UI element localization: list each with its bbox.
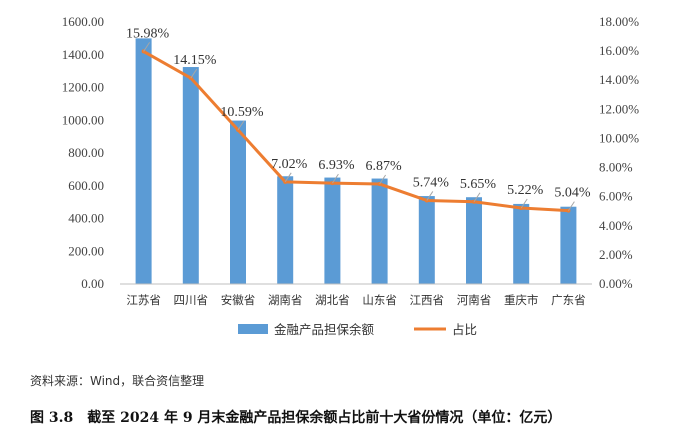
label-leader-line [473, 192, 481, 203]
bar [230, 120, 246, 284]
category-label: 山东省 [362, 293, 397, 307]
label-leader-line [379, 174, 387, 185]
right-tick-label: 0.00% [599, 276, 633, 291]
label-leader-line [190, 68, 198, 79]
label-leader-line [426, 191, 434, 201]
left-tick-label: 600.00 [68, 178, 104, 193]
left-tick-label: 1200.00 [62, 80, 104, 95]
line-data-label: 6.93% [318, 158, 355, 173]
category-label: 重庆市 [504, 293, 539, 307]
right-tick-label: 4.00% [599, 218, 633, 233]
right-y-axis: 0.00% 2.00% 4.00% 6.00% 8.00% 10.00% 12.00% 14.… [599, 14, 639, 291]
label-leader-line [331, 173, 339, 184]
line-data-label: 5.65% [460, 177, 497, 192]
bar [277, 176, 294, 284]
line-data-label: 5.74% [413, 175, 450, 190]
line-data-label: 14.15% [173, 53, 217, 68]
bar [560, 206, 577, 284]
left-tick-label: 0.00 [81, 276, 104, 291]
left-y-axis: 0.00 200.00 400.00 600.00 800.00 1000.00 1200.… [62, 14, 104, 291]
bar [371, 178, 388, 284]
bar [513, 203, 530, 284]
x-axis-categories: 江苏省 四川省 安徽省 湖南省 湖北省 山东省 江西省 河南省 重庆市 广东省 [126, 293, 585, 307]
bar [418, 196, 435, 284]
legend: 金融产品担保余额 占比 [238, 322, 477, 337]
right-tick-label: 14.00% [599, 72, 639, 87]
bar [182, 67, 199, 284]
right-tick-label: 6.00% [599, 189, 633, 204]
label-leader-line [520, 198, 528, 209]
category-label: 江西省 [410, 293, 445, 307]
line-data-label: 7.02% [271, 157, 308, 172]
label-leader-line [237, 120, 245, 131]
bar [324, 177, 341, 284]
line-data-label: 10.59% [220, 105, 264, 120]
right-tick-label: 8.00% [599, 160, 633, 175]
category-label: 湖北省 [315, 293, 350, 307]
right-tick-label: 16.00% [599, 43, 639, 58]
right-tick-label: 2.00% [599, 247, 633, 262]
left-tick-label: 1600.00 [62, 14, 104, 29]
right-tick-label: 18.00% [599, 14, 639, 29]
category-label: 河南省 [457, 293, 492, 307]
left-tick-label: 1000.00 [62, 112, 104, 127]
line-series [141, 49, 571, 213]
category-label: 四川省 [174, 293, 209, 307]
line-data-label: 5.22% [507, 183, 544, 198]
bar [135, 38, 152, 284]
left-tick-label: 400.00 [68, 211, 104, 226]
right-tick-label: 10.00% [599, 130, 639, 145]
left-tick-label: 800.00 [68, 145, 104, 160]
line-path [142, 50, 569, 213]
combo-chart: 0.00 200.00 400.00 600.00 800.00 1000.00 1200.… [62, 14, 640, 337]
legend-bar-label: 金融产品担保余额 [274, 322, 375, 337]
line-data-label: 6.87% [366, 159, 403, 174]
line-data-label: 15.98% [126, 26, 170, 41]
label-leader-line [143, 42, 151, 52]
figure-caption: 图 3.8 截至 2024 年 9 月末金融产品担保余额占比前十大省份情况（单位… [30, 410, 562, 426]
left-tick-label: 200.00 [68, 243, 104, 258]
source-note: 资料来源：Wind，联合资信整理 [30, 374, 205, 388]
line-data-labels: 15.98%14.15% 10.59% 7.02% 6.93% 6.87% 5.74% 5.… [126, 26, 591, 211]
bar [466, 197, 482, 284]
line-data-label: 5.04% [554, 186, 591, 201]
legend-line-label: 占比 [452, 322, 477, 337]
category-label: 江苏省 [126, 293, 161, 307]
label-leader-line [284, 172, 292, 183]
bar-series [135, 38, 577, 284]
label-leader-line [567, 201, 575, 211]
category-label: 广东省 [551, 293, 586, 307]
category-label: 湖南省 [268, 293, 303, 307]
left-tick-label: 1400.00 [62, 47, 104, 62]
legend-bar-swatch [238, 324, 268, 334]
right-tick-label: 12.00% [599, 101, 639, 116]
category-label: 安徽省 [221, 293, 256, 307]
